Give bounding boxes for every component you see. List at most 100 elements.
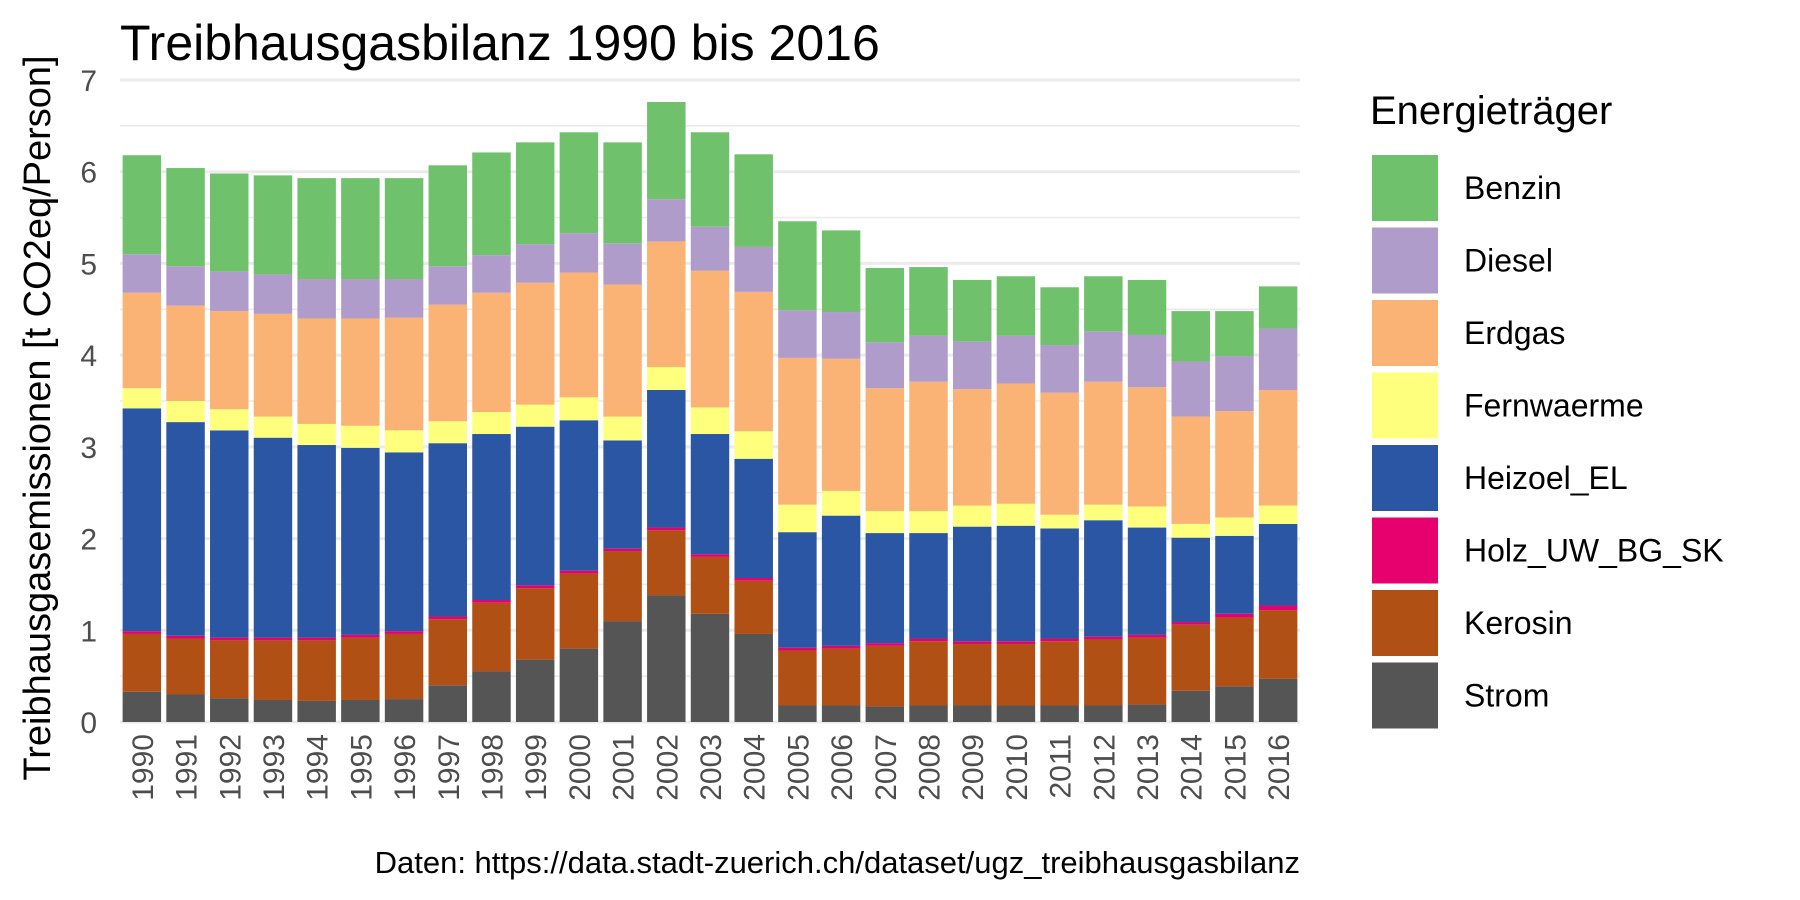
legend-label-heizoel-el: Heizoel_EL	[1464, 460, 1628, 496]
bar-segment-holz-uw-bg-sk-1998	[472, 600, 511, 603]
bar-segment-heizoel-el-2007	[865, 533, 905, 644]
bar-segment-strom-2005	[778, 705, 817, 722]
bar-segment-heizoel-el-2006	[821, 515, 861, 646]
bar-segment-strom-1995	[341, 699, 380, 722]
bar-segment-benzin-2008	[909, 267, 948, 336]
bar-segment-kerosin-2014	[1171, 624, 1210, 691]
bar-segment-erdgas-2010	[996, 383, 1036, 504]
bar-segment-holz-uw-bg-sk-2007	[865, 643, 905, 646]
bar-segment-strom-2002	[647, 595, 686, 722]
bar-segment-strom-1991	[166, 694, 205, 722]
bar-segment-holz-uw-bg-sk-1997	[428, 616, 468, 620]
bar-segment-strom-2011	[1040, 705, 1079, 722]
bar-segment-benzin-2013	[1127, 279, 1167, 335]
bar-segment-diesel-2008	[909, 335, 948, 382]
bar-segment-fernwaerme-1996	[384, 430, 424, 453]
bar-segment-benzin-2005	[778, 221, 817, 311]
x-tick-label: 2013	[1132, 734, 1165, 801]
bar-segment-kerosin-1991	[166, 638, 205, 695]
bar-segment-erdgas-2008	[909, 381, 948, 512]
bar-segment-fernwaerme-2000	[559, 397, 599, 421]
bar-segment-heizoel-el-2004	[734, 458, 773, 579]
bar-segment-holz-uw-bg-sk-1991	[166, 635, 205, 639]
bar-segment-benzin-1997	[428, 165, 468, 267]
bar-segment-kerosin-1996	[384, 633, 424, 700]
bar-segment-holz-uw-bg-sk-2016	[1258, 605, 1298, 611]
bar-segment-erdgas-1992	[210, 311, 249, 410]
bar-segment-holz-uw-bg-sk-1994	[297, 637, 336, 641]
bar-segment-diesel-2000	[559, 233, 599, 273]
bar-segment-benzin-1993	[253, 175, 293, 275]
legend-swatch-diesel	[1372, 227, 1438, 294]
bar-segment-erdgas-1999	[515, 282, 555, 405]
chart-caption: Daten: https://data.stadt-zuerich.ch/dat…	[375, 845, 1300, 880]
legend-title: Energieträger	[1370, 89, 1612, 133]
bar-segment-fernwaerme-2010	[996, 503, 1036, 526]
bar-segment-strom-2007	[865, 706, 905, 722]
x-tick-label: 2010	[1001, 734, 1034, 801]
x-tick-label: 2016	[1263, 734, 1296, 801]
bar-segment-strom-2001	[603, 621, 642, 722]
bar-segment-holz-uw-bg-sk-2013	[1127, 634, 1167, 638]
y-tick-label: 1	[80, 615, 97, 648]
bar-segment-diesel-2002	[647, 199, 686, 242]
bar-segment-erdgas-2007	[865, 388, 905, 512]
y-tick-label: 3	[80, 432, 97, 465]
bar-segment-fernwaerme-2008	[909, 511, 948, 534]
chart-title: Treibhausgasbilanz 1990 bis 2016	[120, 15, 880, 71]
bar-segment-heizoel-el-2000	[559, 420, 599, 571]
bar-segment-diesel-2005	[778, 310, 817, 358]
bar-segment-fernwaerme-2015	[1215, 517, 1254, 536]
y-tick-label: 0	[80, 707, 97, 740]
bar-segment-diesel-1997	[428, 266, 468, 305]
bar-segment-kerosin-1992	[210, 640, 249, 699]
x-axis-ticks: 1990 1991 1992 1993 1994 1995 1996 1997 1998 1999…	[127, 734, 1296, 801]
bar-segment-benzin-2002	[647, 102, 686, 200]
bar-segment-strom-2012	[1084, 705, 1123, 722]
legend-items: Benzin Diesel Erdgas Fernwaerme Heizoel_EL Ho…	[1372, 155, 1724, 729]
bar-segment-strom-2013	[1127, 704, 1167, 722]
y-tick-label: 2	[80, 524, 97, 557]
bar-segment-strom-2016	[1258, 678, 1298, 722]
bar-segment-benzin-1992	[210, 173, 249, 272]
x-tick-label: 2005	[782, 734, 815, 801]
bar-segment-holz-uw-bg-sk-2004	[734, 578, 773, 581]
bar-segment-holz-uw-bg-sk-2010	[996, 641, 1036, 645]
x-tick-label: 2015	[1219, 734, 1252, 801]
bar-segment-heizoel-el-2009	[952, 526, 992, 642]
bar-segment-diesel-2007	[865, 342, 905, 389]
bar-segment-strom-2006	[821, 705, 861, 722]
bar-segment-erdgas-2009	[952, 389, 992, 506]
bar-segment-fernwaerme-2004	[734, 431, 773, 459]
bar-segment-diesel-1998	[472, 255, 511, 293]
x-tick-label: 2004	[739, 734, 772, 801]
bar-segment-fernwaerme-1995	[341, 425, 380, 448]
bar-segment-kerosin-2012	[1084, 639, 1123, 706]
bar-segment-benzin-2016	[1258, 286, 1298, 329]
bar-segment-benzin-2009	[952, 279, 992, 342]
x-tick-label: 2008	[914, 734, 947, 801]
x-tick-label: 1997	[433, 734, 466, 801]
bar-segment-diesel-2011	[1040, 345, 1079, 393]
bar-segment-diesel-2009	[952, 341, 992, 390]
bar-segment-diesel-2013	[1127, 334, 1167, 388]
bar-segment-diesel-1991	[166, 266, 205, 306]
legend-swatch-fernwaerme	[1372, 372, 1438, 439]
legend-swatch-benzin	[1372, 155, 1438, 221]
x-tick-label: 1990	[127, 734, 160, 801]
bar-segment-benzin-2010	[996, 276, 1036, 336]
bar-segment-kerosin-2006	[821, 648, 861, 706]
legend-label-strom: Strom	[1464, 678, 1549, 714]
bar-segment-fernwaerme-1998	[472, 412, 511, 435]
bar-segment-erdgas-2006	[821, 358, 861, 491]
bar-segment-holz-uw-bg-sk-1992	[210, 637, 249, 641]
legend-swatch-strom	[1372, 662, 1438, 729]
bar-segment-fernwaerme-2013	[1127, 506, 1167, 528]
bar-segment-fernwaerme-1999	[515, 404, 555, 427]
bar-segment-kerosin-2009	[952, 644, 992, 706]
x-tick-label: 1996	[389, 734, 422, 801]
bar-segment-holz-uw-bg-sk-2000	[559, 570, 599, 574]
bar-segment-strom-1992	[210, 698, 249, 722]
bar-segment-holz-uw-bg-sk-1999	[515, 585, 555, 589]
